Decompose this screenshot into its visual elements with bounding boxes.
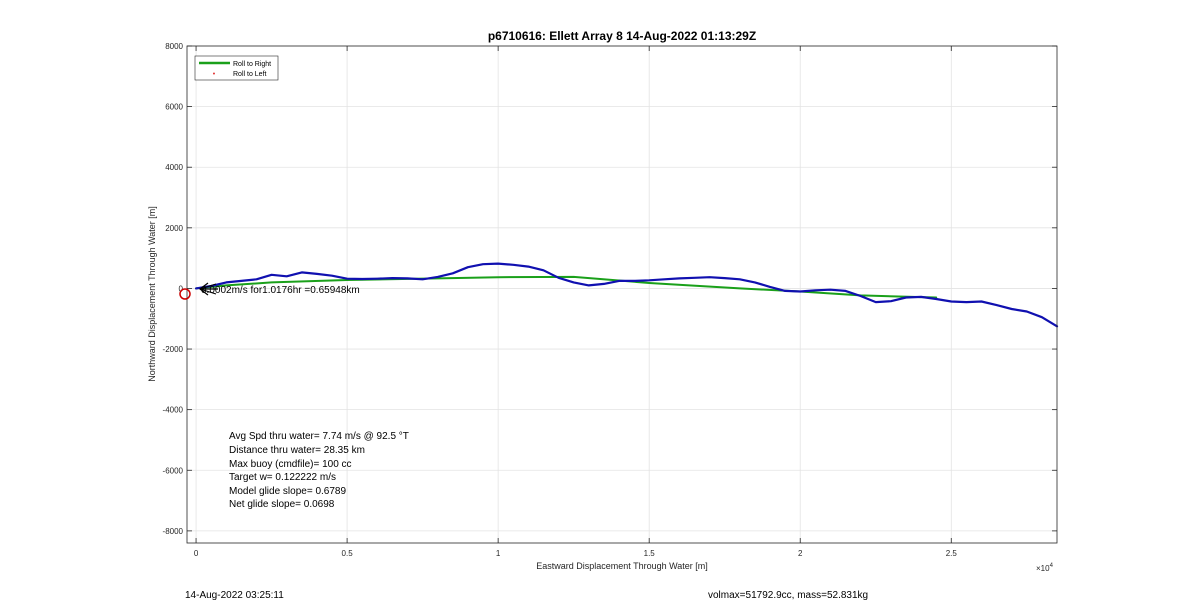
x-tick-label: 0 — [194, 549, 199, 558]
annotation-line: Max buoy (cmdfile)= 100 cc — [229, 459, 352, 470]
y-axis-label: Northward Displacement Through Water [m] — [147, 206, 157, 382]
y-tick-label: -2000 — [163, 345, 184, 354]
x-axis-label: Eastward Displacement Through Water [m] — [536, 561, 708, 571]
annotation-line: Distance thru water= 28.35 km — [229, 445, 365, 456]
arrow-label: 0.0002m/s for1.0176hr =0.65948km — [201, 285, 360, 296]
annotation-line: Avg Spd thru water= 7.74 m/s @ 92.5 °T — [229, 431, 409, 442]
y-tick-label: -4000 — [163, 406, 184, 415]
legend-label-roll-right: Roll to Right — [233, 61, 271, 68]
x-tick-label: 2 — [798, 549, 803, 558]
y-tick-label: 8000 — [165, 42, 183, 51]
plot-area — [187, 46, 1057, 543]
series-layer — [195, 262, 1059, 328]
y-tick-label: 6000 — [165, 103, 183, 112]
series-track-line — [195, 262, 1059, 328]
x-tick-label: 1 — [496, 549, 501, 558]
y-tick-label: 2000 — [165, 224, 183, 233]
annotation-line: Net glide slope= 0.0698 — [229, 499, 335, 510]
ticks: 0 0.5 1 1.5 2 2.5 8000 6000 4000 2000 0 -2000 -4000 -… — [163, 42, 1057, 558]
x-tick-label: 0.5 — [342, 549, 354, 558]
x-exponent-label: ×104 — [1036, 563, 1054, 573]
footer-timestamp: 14-Aug-2022 03:25:11 — [185, 590, 284, 601]
grid — [187, 45, 1057, 543]
legend-box — [194, 55, 279, 81]
legend-swatch-roll-left: • — [213, 71, 216, 78]
x-tick-label: 2.5 — [946, 549, 958, 558]
stats-annotation: Avg Spd thru water= 7.74 m/s @ 92.5 °T D… — [229, 431, 409, 510]
annotation-line: Model glide slope= 0.6789 — [229, 486, 346, 497]
y-tick-label: 4000 — [165, 163, 183, 172]
x-tick-label: 1.5 — [644, 549, 656, 558]
annotation-line: Target w= 0.122222 m/s — [229, 472, 336, 483]
legend: Roll to Right • Roll to Left — [194, 55, 279, 81]
chart-title: p6710616: Ellett Array 8 14-Aug-2022 01:… — [488, 29, 756, 43]
y-tick-label: -8000 — [163, 527, 184, 536]
current-arrow — [199, 282, 218, 296]
axes-box — [186, 45, 1058, 544]
series-roll-to-right-line — [195, 275, 938, 299]
start-marker — [179, 288, 191, 300]
footer-vol-mass: volmax=51792.9cc, mass=52.831kg — [708, 590, 868, 601]
y-tick-label: 0 — [179, 284, 184, 293]
legend-label-roll-left: Roll to Left — [233, 71, 267, 78]
y-tick-label: -6000 — [163, 466, 184, 475]
